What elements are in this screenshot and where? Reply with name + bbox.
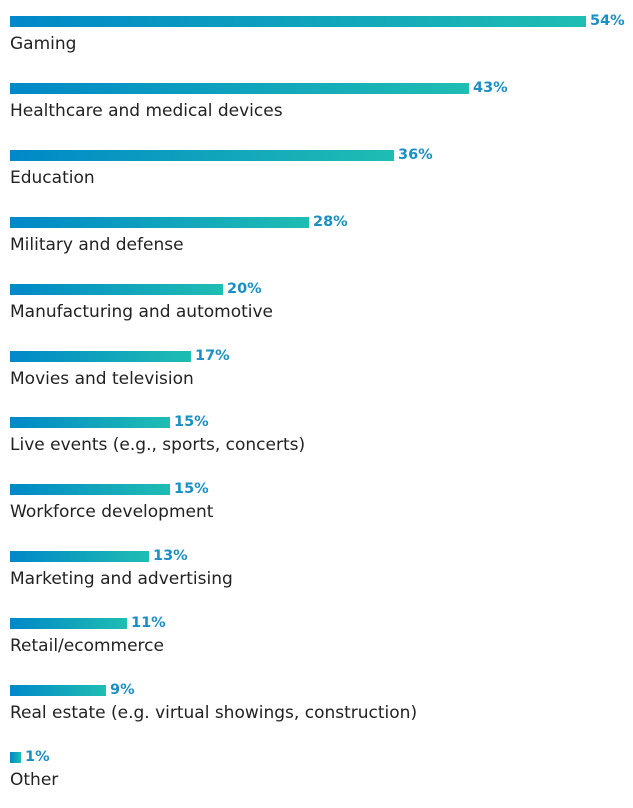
bar <box>10 217 309 228</box>
bar-value-label: 20% <box>227 281 262 297</box>
bar-row: 20% Manufacturing and automotive <box>0 281 633 340</box>
bar <box>10 351 191 362</box>
bar-value-label: 54% <box>590 13 625 29</box>
category-label: Live events (e.g., sports, concerts) <box>10 435 306 455</box>
category-label: Military and defense <box>10 235 184 255</box>
bar-row: 15% Live events (e.g., sports, concerts) <box>0 414 633 473</box>
bar <box>10 752 21 763</box>
bar-row: 9% Real estate (e.g. virtual showings, co… <box>0 682 633 741</box>
category-label: Other <box>10 770 59 790</box>
bar-row: 13% Marketing and advertising <box>0 548 633 607</box>
category-label: Gaming <box>10 34 77 54</box>
category-label: Manufacturing and automotive <box>10 302 274 322</box>
bar <box>10 83 469 94</box>
bar-row: 36% Education <box>0 147 633 206</box>
bar-value-label: 9% <box>110 682 135 698</box>
category-label: Marketing and advertising <box>10 569 233 589</box>
bar-row: 54% Gaming <box>0 13 633 72</box>
bar-value-label: 13% <box>153 548 188 564</box>
bar <box>10 16 586 27</box>
bar-value-label: 1% <box>25 749 50 765</box>
bar <box>10 685 106 696</box>
category-label: Movies and television <box>10 369 194 389</box>
bar-value-label: 36% <box>398 147 433 163</box>
bar-row: 17% Movies and television <box>0 348 633 407</box>
bar <box>10 417 170 428</box>
category-label: Workforce development <box>10 502 214 522</box>
bar-value-label: 28% <box>313 214 348 230</box>
bar-value-label: 11% <box>131 615 166 631</box>
bar-value-label: 15% <box>174 481 209 497</box>
category-label: Retail/ecommerce <box>10 636 164 656</box>
category-label: Healthcare and medical devices <box>10 101 283 121</box>
bar-row: 43% Healthcare and medical devices <box>0 80 633 139</box>
category-label: Real estate (e.g. virtual showings, cons… <box>10 703 418 723</box>
bar-value-label: 15% <box>174 414 209 430</box>
bar <box>10 484 170 495</box>
bar <box>10 284 223 295</box>
bar-row: 11% Retail/ecommerce <box>0 615 633 674</box>
bar-value-label: 43% <box>473 80 508 96</box>
bar-value-label: 17% <box>195 348 230 364</box>
bar <box>10 150 394 161</box>
bar-row: 1% Other <box>0 749 633 808</box>
horizontal-bar-chart: 54% Gaming 43% Healthcare and medical devic… <box>0 13 633 790</box>
bar <box>10 551 149 562</box>
bar <box>10 618 127 629</box>
category-label: Education <box>10 168 95 188</box>
bar-row: 15% Workforce development <box>0 481 633 540</box>
bar-row: 28% Military and defense <box>0 214 633 273</box>
